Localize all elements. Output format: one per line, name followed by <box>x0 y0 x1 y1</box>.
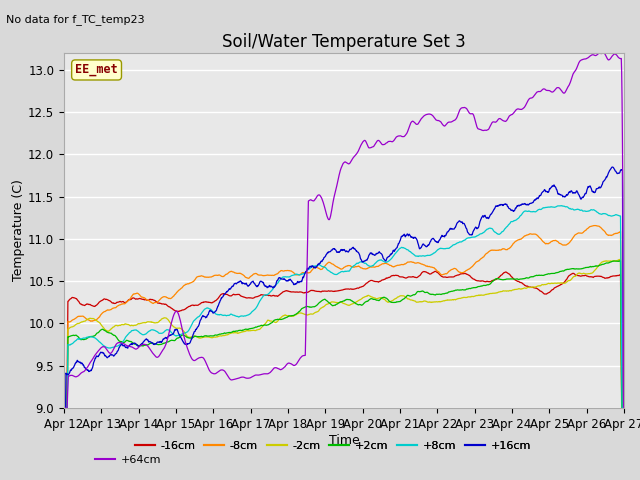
+8cm <box>171 333 179 338</box>
Legend: +64cm: +64cm <box>90 451 166 469</box>
+64cm <box>504 115 512 121</box>
-16cm <box>504 271 512 276</box>
-2cm <box>620 405 628 411</box>
Legend: -16cm, -8cm, -2cm, +2cm, +8cm, +16cm: -16cm, -8cm, -2cm, +2cm, +8cm, +16cm <box>130 436 536 455</box>
+16cm <box>431 238 438 244</box>
X-axis label: Time: Time <box>328 433 360 446</box>
Text: No data for f_TC_temp23: No data for f_TC_temp23 <box>6 14 145 25</box>
+2cm <box>60 405 68 411</box>
+16cm <box>620 405 628 411</box>
+64cm <box>247 374 255 380</box>
+8cm <box>185 327 193 333</box>
-2cm <box>60 405 68 411</box>
+8cm <box>504 223 512 228</box>
+64cm <box>431 116 438 121</box>
+8cm <box>620 405 628 411</box>
+16cm <box>609 164 616 170</box>
Text: EE_met: EE_met <box>76 63 118 76</box>
-2cm <box>247 328 255 334</box>
+2cm <box>171 337 179 343</box>
Line: +64cm: +64cm <box>64 53 624 408</box>
-8cm <box>591 223 599 228</box>
-2cm <box>431 299 438 305</box>
+64cm <box>171 310 179 315</box>
-8cm <box>620 405 628 411</box>
Line: -8cm: -8cm <box>64 226 624 408</box>
-2cm <box>504 288 512 294</box>
-2cm <box>185 335 193 340</box>
+2cm <box>620 405 628 411</box>
+16cm <box>504 204 512 209</box>
-8cm <box>504 246 512 252</box>
Line: +16cm: +16cm <box>64 167 624 408</box>
+64cm <box>599 50 607 56</box>
-2cm <box>554 280 561 286</box>
Title: Soil/Water Temperature Set 3: Soil/Water Temperature Set 3 <box>222 33 466 51</box>
Y-axis label: Temperature (C): Temperature (C) <box>12 180 26 281</box>
-8cm <box>247 273 255 279</box>
+64cm <box>620 405 628 411</box>
-8cm <box>60 405 68 411</box>
+16cm <box>171 326 179 332</box>
+2cm <box>504 276 512 282</box>
+64cm <box>185 348 193 354</box>
+8cm <box>431 250 438 255</box>
+8cm <box>557 203 565 209</box>
+8cm <box>60 405 68 411</box>
+64cm <box>60 405 68 411</box>
-16cm <box>185 304 193 310</box>
+2cm <box>185 335 193 340</box>
+16cm <box>247 279 255 285</box>
Line: -2cm: -2cm <box>64 259 624 408</box>
-16cm <box>431 268 438 274</box>
+16cm <box>185 341 193 347</box>
-16cm <box>620 405 628 411</box>
+2cm <box>247 325 255 331</box>
+16cm <box>554 189 561 195</box>
+2cm <box>431 292 438 298</box>
+16cm <box>60 405 68 411</box>
-16cm <box>60 405 68 411</box>
-16cm <box>554 283 562 289</box>
+2cm <box>554 270 561 276</box>
+2cm <box>617 258 625 264</box>
+8cm <box>554 203 561 209</box>
-8cm <box>185 281 193 287</box>
-16cm <box>247 295 255 301</box>
Line: +2cm: +2cm <box>64 261 624 408</box>
+8cm <box>247 310 255 316</box>
-16cm <box>171 308 179 313</box>
Line: -16cm: -16cm <box>64 271 624 408</box>
-8cm <box>554 239 561 244</box>
+64cm <box>554 85 561 91</box>
-8cm <box>171 292 179 298</box>
Line: +8cm: +8cm <box>64 206 624 408</box>
-2cm <box>617 256 625 262</box>
-16cm <box>431 268 439 274</box>
-2cm <box>171 324 179 330</box>
-8cm <box>431 266 438 272</box>
